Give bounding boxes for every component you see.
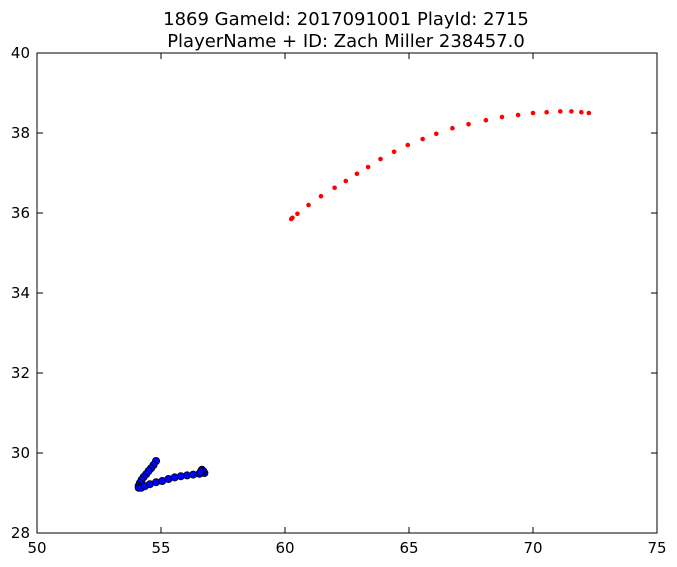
plot-frame — [36, 52, 658, 534]
x-tick-label: 70 — [523, 539, 542, 557]
x-tick-label: 75 — [647, 539, 666, 557]
data-point — [483, 117, 489, 123]
data-point — [391, 149, 397, 155]
data-point — [530, 110, 536, 116]
plot-marks — [134, 109, 592, 492]
x-axis: 50 55 60 65 70 75 — [27, 53, 667, 557]
data-point — [579, 109, 584, 115]
y-tick-label: 30 — [11, 444, 30, 462]
chart-title: 1869 GameId: 2017091001 PlayId: 2715 — [163, 9, 529, 30]
data-point — [306, 202, 311, 208]
data-point — [515, 112, 521, 118]
series-0 — [288, 109, 592, 222]
data-point — [196, 467, 205, 476]
chart-subtitle: PlayerName + ID: Zach Miller 238457.0 — [167, 31, 525, 52]
y-tick-label: 40 — [11, 44, 30, 62]
data-point — [544, 109, 549, 115]
y-axis: 28 30 32 34 36 38 40 — [11, 44, 657, 542]
data-point — [318, 193, 324, 199]
data-point — [433, 131, 439, 137]
y-tick-label: 28 — [11, 524, 30, 542]
data-point — [290, 215, 295, 221]
data-point — [354, 171, 360, 177]
data-point — [557, 109, 563, 114]
data-point — [405, 142, 411, 148]
data-point — [365, 164, 371, 170]
series-1 — [134, 456, 209, 492]
y-tick-label: 32 — [11, 364, 30, 382]
x-tick-label: 50 — [27, 539, 46, 557]
data-point — [378, 156, 383, 162]
data-point — [450, 125, 455, 131]
data-point — [420, 136, 425, 142]
data-point — [586, 110, 592, 116]
data-point — [295, 211, 300, 217]
data-point — [343, 178, 349, 184]
x-tick-label: 60 — [275, 539, 294, 557]
y-tick-label: 38 — [11, 124, 30, 142]
x-tick-label: 65 — [399, 539, 418, 557]
x-tick-label: 55 — [151, 539, 170, 557]
data-point — [569, 109, 574, 114]
data-point — [332, 185, 337, 191]
data-point — [499, 114, 505, 120]
y-tick-label: 36 — [11, 204, 30, 222]
y-tick-label: 34 — [11, 284, 30, 302]
data-point — [466, 121, 471, 127]
